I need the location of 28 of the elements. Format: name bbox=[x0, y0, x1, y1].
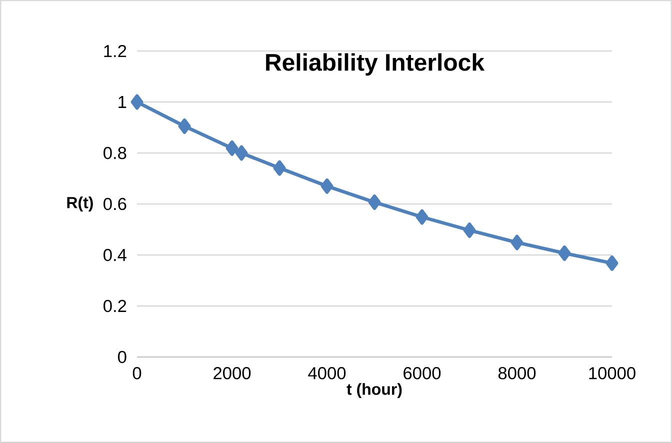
point bbox=[510, 234, 524, 250]
x-tick-label: 10000 bbox=[589, 367, 636, 380]
point bbox=[416, 209, 428, 225]
y-tick-label: 0.4 bbox=[104, 248, 126, 262]
point bbox=[178, 118, 191, 134]
y-tick-label: 1.2 bbox=[104, 44, 126, 58]
point bbox=[235, 145, 248, 161]
x-tick-label: 0 bbox=[132, 367, 142, 380]
point bbox=[273, 160, 286, 176]
point bbox=[606, 255, 618, 271]
point bbox=[368, 194, 381, 210]
y-tick-label: 1 bbox=[118, 96, 126, 108]
chart-title: Reliability Interlock bbox=[266, 53, 485, 76]
x-tick-label: 6000 bbox=[404, 367, 441, 380]
y-tick-label: 0 bbox=[118, 350, 126, 364]
x-tick-label: 2000 bbox=[214, 367, 251, 380]
point bbox=[558, 245, 571, 261]
point bbox=[320, 178, 334, 194]
y-tick-label: 0.6 bbox=[104, 198, 126, 210]
point bbox=[226, 140, 238, 156]
x-tick-label: 4000 bbox=[308, 367, 346, 380]
point bbox=[130, 94, 144, 110]
x-tick-label: 8000 bbox=[498, 367, 536, 380]
y-tick-label: 0.8 bbox=[104, 146, 126, 160]
point bbox=[463, 222, 476, 238]
y-tick-label: 0.2 bbox=[104, 300, 126, 312]
y-axis-title: R(t) bbox=[67, 196, 93, 212]
x-axis-title: t (hour) bbox=[346, 383, 402, 398]
